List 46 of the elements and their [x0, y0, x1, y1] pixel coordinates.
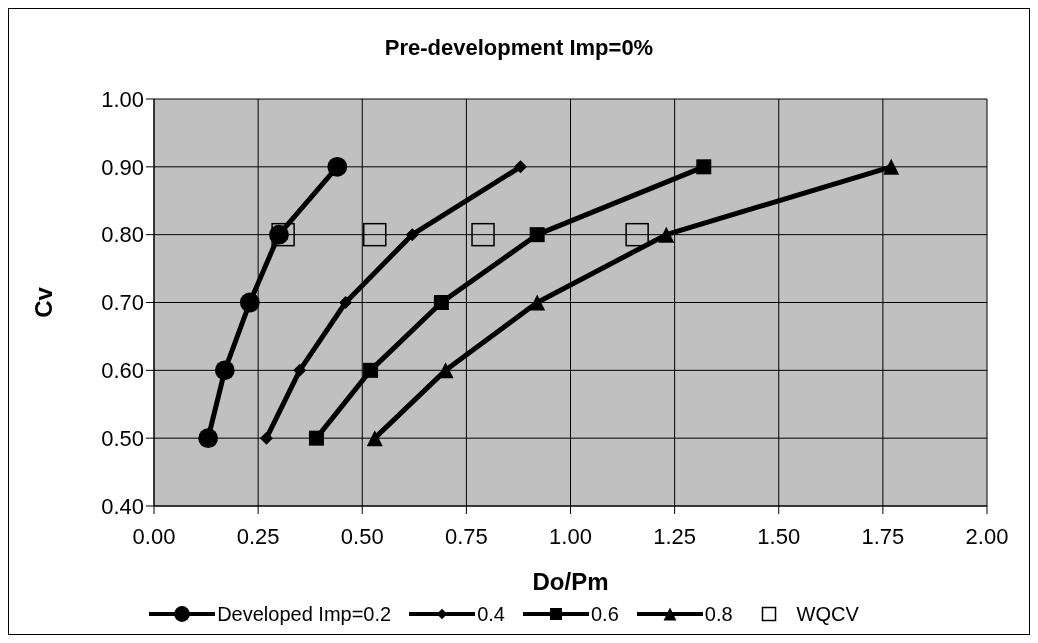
point	[363, 222, 387, 247]
legend-label: 0.6	[590, 602, 619, 626]
point	[529, 227, 545, 243]
legend-label: WQCV	[796, 602, 859, 626]
x-tick-label: 2.00	[965, 523, 1009, 549]
point	[658, 226, 675, 243]
point	[259, 431, 273, 445]
point	[271, 222, 295, 247]
y-tick-label: 0.40	[101, 493, 144, 519]
point	[883, 158, 900, 175]
point	[239, 292, 260, 313]
point	[308, 430, 324, 446]
y-tick-label: 0.60	[101, 358, 144, 384]
x-tick-label: 1.00	[549, 523, 592, 549]
chart-title: Pre-development Imp=0%	[383, 35, 655, 62]
point	[625, 222, 649, 247]
y-tick-label: 0.90	[101, 154, 144, 180]
x-tick-label: 1.50	[757, 523, 801, 549]
point	[433, 295, 449, 310]
x-axis-title: Do/Pm	[532, 568, 609, 595]
point	[471, 222, 495, 247]
point	[339, 296, 353, 309]
point	[514, 160, 528, 174]
legend-label: 0.4	[477, 602, 505, 626]
y-tick-label: 1.00	[101, 86, 144, 112]
point	[214, 360, 235, 381]
y-tick-label: 0.50	[101, 425, 144, 451]
x-tick-label: 1.75	[861, 523, 905, 549]
point	[366, 430, 383, 447]
point	[198, 428, 219, 449]
point	[696, 159, 712, 175]
x-tick-label: 0.75	[444, 523, 488, 549]
y-tick-label: 0.70	[101, 290, 144, 316]
legend-label: 0.8	[704, 602, 733, 626]
point	[293, 363, 307, 377]
x-tick-label: 1.25	[653, 523, 697, 549]
y-axis-title: Cv	[29, 286, 57, 318]
point	[363, 362, 379, 378]
point	[529, 294, 546, 311]
legend-label: Developed Imp=0.2	[217, 602, 392, 626]
x-tick-label: 0.00	[132, 523, 176, 549]
point	[327, 156, 348, 177]
x-tick-label: 0.50	[340, 523, 384, 549]
x-tick-label: 0.25	[236, 523, 280, 549]
point	[405, 228, 419, 242]
y-tick-label: 0.80	[101, 222, 144, 248]
